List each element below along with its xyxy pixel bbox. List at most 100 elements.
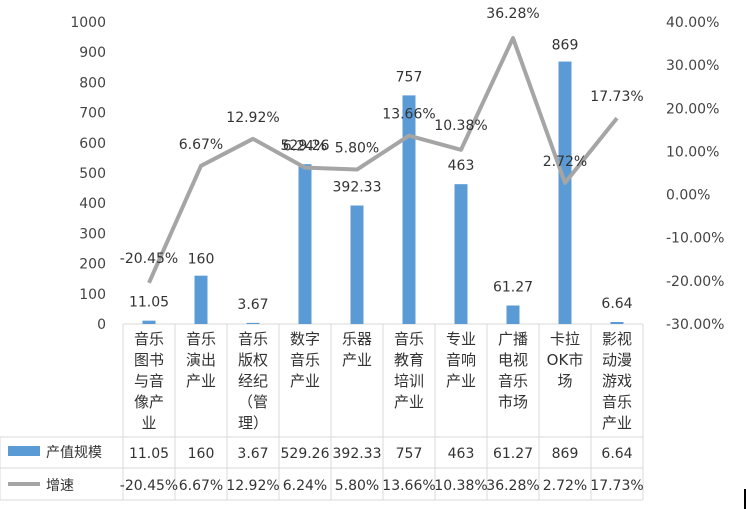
table-cell-bar-value: 392.33 (333, 446, 382, 462)
bar (610, 321, 624, 324)
category-label: 广播 (498, 330, 528, 348)
table-cell-line-value: 5.80% (335, 478, 379, 494)
category-label: 培训 (394, 372, 424, 390)
table-cell-bar-value: 3.67 (237, 446, 268, 462)
table-cell-line-value: 6.24% (283, 478, 327, 494)
y-right-tick-label: 40.00% (666, 15, 719, 31)
category-label: OK市 (547, 351, 584, 369)
line-data-label: 5.80% (335, 141, 379, 157)
line-data-label: 10.38% (434, 118, 487, 134)
legend-key-bar (8, 446, 40, 456)
edge-marker (744, 489, 746, 509)
bar (350, 205, 364, 324)
category-label: 音乐 (186, 330, 216, 348)
line-data-label: 12.92% (226, 110, 279, 126)
category-label: 与音 (134, 372, 164, 390)
y-right-tick-label: 10.00% (666, 144, 719, 160)
category-label: 产业 (602, 414, 632, 432)
bar-data-label: 6.64 (601, 296, 632, 312)
bar-data-label: 757 (396, 69, 423, 85)
table-cell-bar-value: 160 (188, 446, 215, 462)
table-cell-bar-value: 11.05 (129, 446, 169, 462)
category-label: （管 (238, 393, 268, 411)
y-right-tick-label: 0.00% (666, 188, 710, 204)
line-data-label: 2.72% (543, 154, 587, 170)
y-right-tick-label: 20.00% (666, 101, 719, 117)
table-cell-line-value: 10.38% (434, 478, 487, 494)
bar-data-label: 160 (188, 252, 215, 268)
bar (298, 164, 312, 324)
y-right-tick-label: -30.00% (666, 317, 724, 333)
table-cell-line-value: 36.28% (486, 478, 539, 494)
category-label: 卡拉 (550, 330, 580, 348)
y-left-tick-label: 0 (97, 317, 106, 333)
y-left-tick-label: 900 (79, 45, 106, 61)
bar-data-label: 61.27 (493, 279, 533, 295)
line-data-label: 13.66% (382, 107, 435, 123)
category-label: 音乐 (238, 330, 268, 348)
bar-data-label: 869 (552, 38, 579, 54)
bar-data-label: 463 (448, 158, 475, 174)
category-label: 电视 (498, 351, 528, 369)
line-data-label: 17.73% (590, 89, 643, 105)
y-left-tick-label: 800 (79, 75, 106, 91)
category-label: 市场 (498, 393, 528, 411)
table-cell-bar-value: 757 (396, 446, 423, 462)
category-label: 演出 (186, 351, 216, 369)
category-label: 数字 (290, 330, 320, 348)
table-cell-bar-value: 6.64 (601, 446, 632, 462)
bar (454, 184, 468, 324)
y-left-tick-label: 100 (79, 287, 106, 303)
category-label: 产业 (186, 372, 216, 390)
y-left-tick-label: 600 (79, 136, 106, 152)
table-cell-line-value: -20.45% (120, 478, 178, 494)
table-cell-bar-value: 529.26 (281, 446, 330, 462)
table-cell-line-value: 12.92% (226, 478, 279, 494)
bar-data-label: 529.26 (281, 138, 330, 154)
category-label: 音乐 (394, 330, 424, 348)
table-cell-bar-value: 463 (448, 446, 475, 462)
table-cell-line-value: 6.67% (179, 478, 223, 494)
bar-data-label: 11.05 (129, 295, 169, 311)
y-left-tick-label: 300 (79, 226, 106, 242)
line-data-label: 6.24% (283, 139, 327, 155)
table-cell-line-value: 2.72% (543, 478, 587, 494)
category-label: 场 (557, 372, 572, 390)
bar-data-label: 3.67 (237, 297, 268, 313)
line-data-label: 6.67% (179, 137, 223, 153)
table-cell-bar-value: 61.27 (493, 446, 533, 462)
category-label: 经纪 (238, 372, 268, 390)
category-label: 音乐 (602, 393, 632, 411)
category-label: 乐器 (342, 330, 372, 348)
category-label: 业 (141, 414, 156, 432)
category-label: 理） (238, 414, 268, 432)
category-label: 影视 (602, 330, 632, 348)
category-label: 产业 (290, 372, 320, 390)
table-cell-line-value: 17.73% (590, 478, 643, 494)
category-label: 动漫 (602, 351, 632, 369)
table-cell-bar-value: 869 (552, 446, 579, 462)
bar-data-label: 392.33 (333, 180, 382, 196)
line-data-label: 36.28% (486, 6, 539, 22)
bar (558, 61, 572, 324)
y-left-tick-label: 200 (79, 257, 106, 273)
category-label: 教育 (394, 351, 424, 369)
legend-label-bar: 产值规模 (46, 445, 102, 461)
y-left-tick-label: 500 (79, 166, 106, 182)
growth-line (147, 36, 619, 284)
bar (246, 322, 260, 324)
category-label: 版权 (238, 351, 268, 369)
category-label: 产业 (342, 351, 372, 369)
category-label: 专业 (446, 330, 476, 348)
category-label: 音乐 (498, 372, 528, 390)
table-cell-line-value: 13.66% (382, 478, 435, 494)
bar (402, 95, 416, 324)
category-label: 游戏 (602, 372, 632, 390)
y-right-tick-label: -10.00% (666, 231, 724, 247)
y-left-tick-label: 400 (79, 196, 106, 212)
line-data-label: -20.45% (120, 251, 178, 267)
category-label: 产业 (446, 372, 476, 390)
y-right-tick-label: 30.00% (666, 58, 719, 74)
category-label: 音乐 (134, 330, 164, 348)
